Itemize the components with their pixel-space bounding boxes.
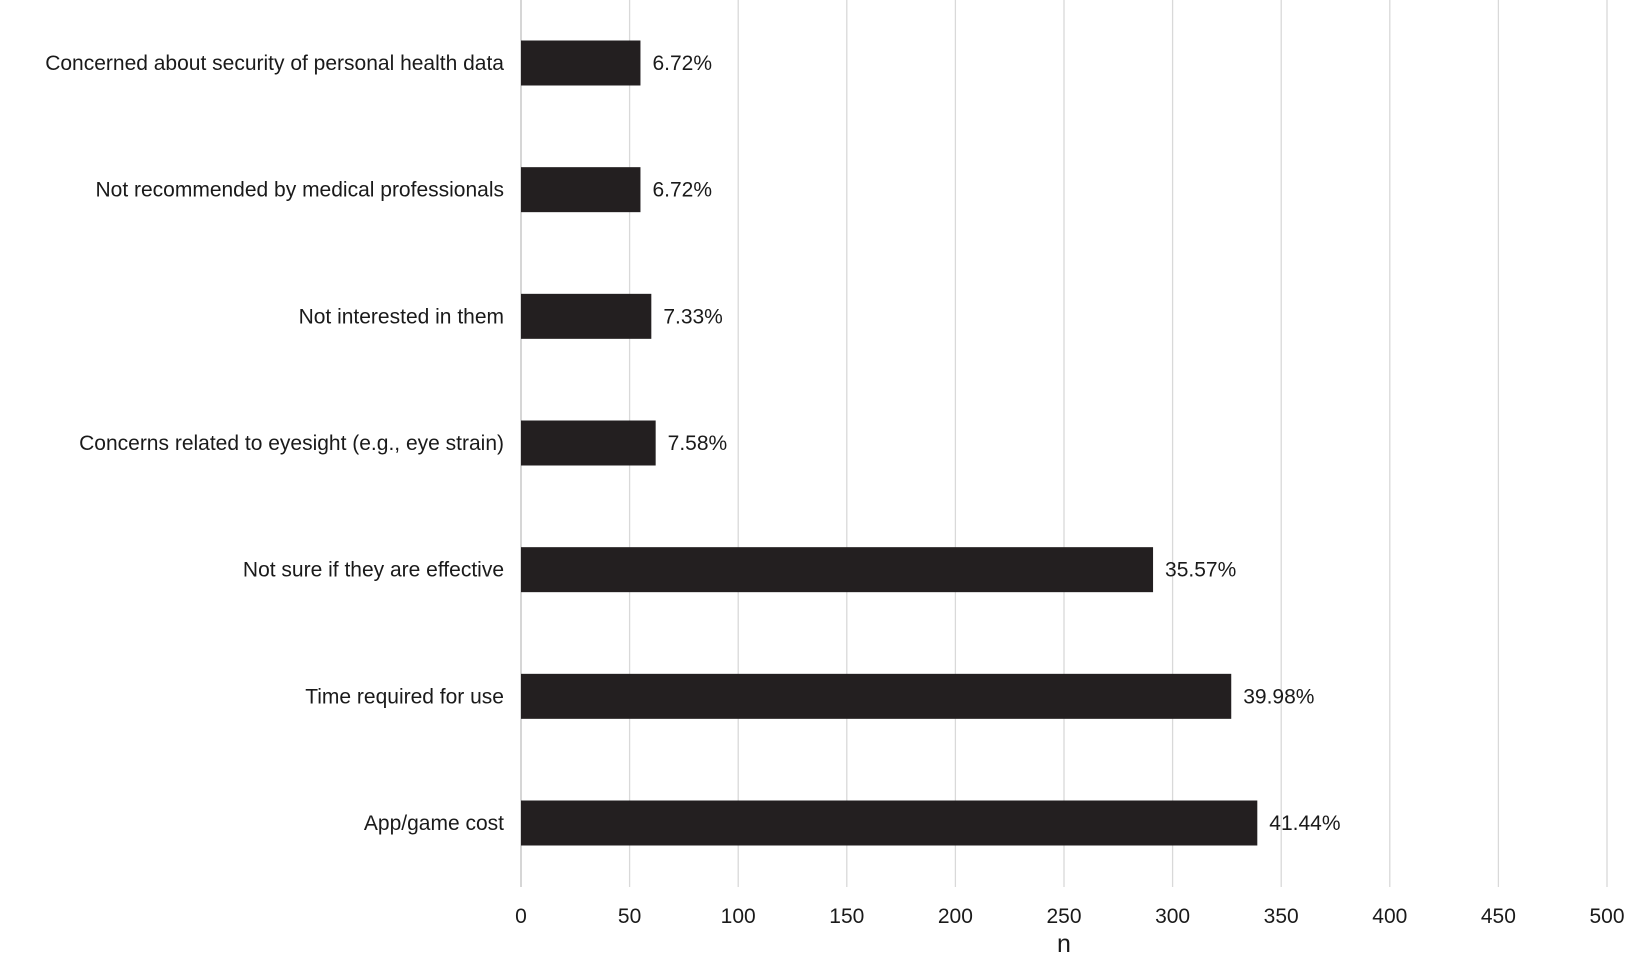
category-label: App/game cost bbox=[364, 812, 504, 835]
data-label: 6.72% bbox=[652, 179, 712, 202]
bar bbox=[521, 420, 656, 466]
category-label: Not interested in them bbox=[299, 305, 504, 328]
gridlines bbox=[520, 0, 1608, 887]
x-tick-label: 450 bbox=[1481, 905, 1516, 928]
x-axis-ticks: 0 50 100 150 200 250 300 350 400 450 500 bbox=[515, 905, 1624, 928]
bar bbox=[521, 800, 1258, 846]
data-label: 39.98% bbox=[1243, 685, 1314, 708]
x-tick-label: 100 bbox=[721, 905, 756, 928]
data-label: 35.57% bbox=[1165, 559, 1236, 582]
x-axis-title: n bbox=[1057, 930, 1071, 958]
x-tick-label: 50 bbox=[618, 905, 641, 928]
x-tick-label: 350 bbox=[1264, 905, 1299, 928]
bar bbox=[521, 293, 652, 339]
data-labels: 6.72% 6.72% 7.33% 7.58% 35.57% 39.98% 41.44% bbox=[652, 52, 1340, 835]
category-label: Time required for use bbox=[305, 685, 504, 708]
bar bbox=[521, 673, 1232, 719]
x-tick-label: 0 bbox=[515, 905, 527, 928]
category-label: Not sure if they are effective bbox=[243, 559, 504, 582]
x-tick-label: 500 bbox=[1589, 905, 1624, 928]
category-labels: Concerned about security of personal hea… bbox=[45, 52, 504, 835]
bar bbox=[521, 167, 641, 213]
x-tick-label: 150 bbox=[829, 905, 864, 928]
data-label: 41.44% bbox=[1269, 812, 1340, 835]
bar bbox=[521, 40, 641, 86]
data-label: 6.72% bbox=[652, 52, 712, 75]
bar bbox=[521, 547, 1154, 593]
bars bbox=[521, 40, 1258, 846]
x-tick-label: 200 bbox=[938, 905, 973, 928]
category-label: Concerns related to eyesight (e.g., eye … bbox=[79, 432, 504, 455]
x-tick-label: 400 bbox=[1372, 905, 1407, 928]
category-label: Not recommended by medical professionals bbox=[95, 179, 504, 202]
data-label: 7.33% bbox=[663, 305, 723, 328]
category-label: Concerned about security of personal hea… bbox=[45, 52, 504, 75]
x-tick-label: 250 bbox=[1046, 905, 1081, 928]
x-tick-label: 300 bbox=[1155, 905, 1190, 928]
data-label: 7.58% bbox=[668, 432, 728, 455]
